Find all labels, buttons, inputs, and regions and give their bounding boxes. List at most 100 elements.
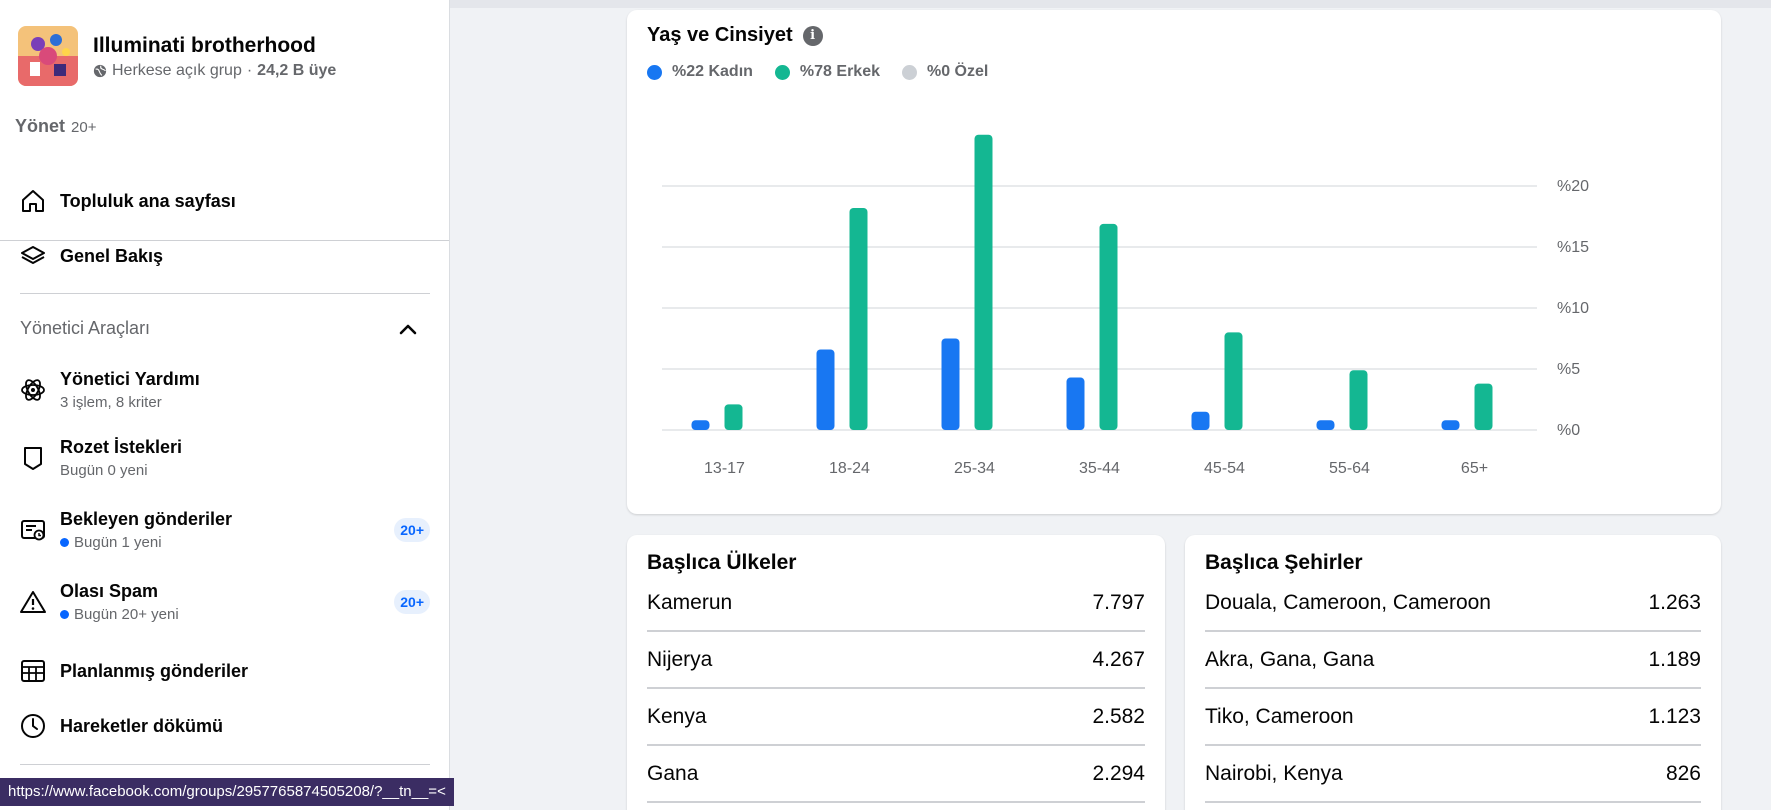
count-badge: 20+: [394, 590, 430, 614]
group-avatar[interactable]: [18, 26, 78, 86]
city-row: Tiko, Cameroon 1.123: [1205, 689, 1701, 746]
country-value: 2.582: [1092, 704, 1145, 728]
bar-male-55-64[interactable]: [1349, 370, 1368, 430]
city-value: 826: [1665, 761, 1701, 785]
bar-male-35-44[interactable]: [1099, 223, 1118, 430]
nav-sub: Bugün 20+ yeni: [60, 606, 179, 623]
bar-female-25-34[interactable]: [941, 338, 960, 431]
legend-label: %78 Erkek: [799, 63, 880, 80]
nav-item-community-home[interactable]: Topluluk ana sayfası: [0, 186, 449, 216]
y-tick-label: %0: [1557, 422, 1580, 439]
x-tick-label: 55-64: [1329, 460, 1370, 477]
bar-female-65+[interactable]: [1441, 420, 1460, 430]
nav-item-possible-spam[interactable]: Olası Spam Bugün 20+ yeni 20+: [0, 581, 449, 623]
nav-label: Olası Spam: [60, 581, 159, 601]
bar-male-25-34[interactable]: [974, 134, 993, 430]
bar-male-65+[interactable]: [1474, 383, 1493, 430]
age-gender-title: Yaş ve Cinsiyet i: [647, 24, 988, 47]
status-url-bar: https://www.facebook.com/groups/29577658…: [0, 778, 454, 806]
country-value: 4.267: [1092, 647, 1145, 671]
layers-icon: [18, 241, 48, 271]
count-badge: 20+: [394, 518, 430, 542]
y-tick-label: %5: [1557, 361, 1580, 378]
nav-item-scheduled-posts[interactable]: Planlanmış gönderiler: [0, 656, 449, 686]
country-name: Kamerun: [647, 590, 733, 614]
y-tick-label: %15: [1557, 239, 1589, 256]
warning-icon: [18, 587, 48, 617]
nav-label: Planlanmış gönderiler: [60, 660, 249, 681]
legend-item-female[interactable]: %22 Kadın: [647, 63, 753, 81]
y-tick-label: %10: [1557, 300, 1589, 317]
x-tick-label: 35-44: [1079, 460, 1120, 477]
y-tick-label: %20: [1557, 178, 1589, 195]
globe-icon: [93, 64, 107, 77]
country-row: Gana 2.294: [647, 746, 1145, 803]
nav-label: Rozet İstekleri: [60, 437, 183, 457]
city-value: 1.123: [1648, 704, 1701, 728]
legend-dot: [647, 64, 662, 80]
nav-item-admin-assist[interactable]: Yönetici Yardımı 3 işlem, 8 kriter: [0, 369, 449, 411]
nav-label: Genel Bakış: [60, 245, 164, 266]
city-name: Douala, Cameroon, Cameroon: [1205, 590, 1491, 614]
legend-dot: [901, 64, 917, 80]
bar-female-13-17[interactable]: [691, 420, 710, 430]
top-cities-card: Başlıca Şehirler Douala, Cameroon, Camer…: [1185, 535, 1721, 810]
legend-label: %22 Kadın: [672, 63, 753, 80]
card-title-text: Yaş ve Cinsiyet: [647, 24, 793, 46]
city-row: Nairobi, Kenya 826: [1205, 746, 1701, 803]
nav-sub-text: Bugün 20+ yeni: [74, 606, 179, 623]
bar-male-45-54[interactable]: [1224, 332, 1243, 430]
chevron-up-icon[interactable]: [396, 318, 420, 342]
sidebar-divider: [20, 764, 430, 765]
city-value: 1.189: [1648, 647, 1701, 671]
top-cities-title: Başlıca Şehirler: [1205, 551, 1363, 574]
group-members: 24,2 B üye: [257, 61, 337, 79]
city-name: Akra, Gana, Gana: [1205, 647, 1375, 671]
legend-item-male[interactable]: %78 Erkek: [774, 63, 880, 81]
country-row: Kamerun 7.797: [647, 575, 1145, 632]
city-value: 1.263: [1648, 590, 1701, 614]
calendar-grid-icon: [18, 656, 48, 686]
pending-posts-icon: [18, 515, 48, 545]
manage-count: 20+: [71, 119, 97, 136]
manage-label: Yönet: [15, 116, 66, 136]
info-icon[interactable]: i: [802, 25, 823, 46]
x-tick-label: 25-34: [954, 460, 995, 477]
nav-item-badge-requests[interactable]: Rozet İstekleri Bugün 0 yeni: [0, 437, 449, 479]
top-countries-title: Başlıca Ülkeler: [647, 551, 797, 574]
city-row: Douala, Cameroon, Cameroon 1.263: [1205, 575, 1701, 632]
nav-label: Bekleyen gönderiler: [60, 509, 233, 529]
bar-male-18-24[interactable]: [849, 207, 868, 430]
nav-label: Hareketler dökümü: [60, 715, 224, 736]
nav-sub-text: 3 işlem, 8 kriter: [60, 394, 162, 411]
legend-item-private[interactable]: %0 Özel: [901, 63, 989, 81]
x-tick-label: 13-17: [704, 460, 745, 477]
home-icon: [18, 186, 48, 216]
city-name: Tiko, Cameroon: [1205, 704, 1354, 728]
legend-label: %0 Özel: [926, 63, 989, 80]
x-tick-label: 65+: [1461, 460, 1488, 477]
group-name[interactable]: Illuminati brotherhood: [93, 33, 316, 57]
group-header[interactable]: Illuminati brotherhood Herkese açık grup…: [0, 0, 449, 86]
x-tick-label: 45-54: [1204, 460, 1245, 477]
badge-shield-icon: [18, 443, 48, 473]
bar-female-35-44[interactable]: [1066, 377, 1085, 430]
nav-item-activity-log[interactable]: Hareketler dökümü: [0, 711, 449, 741]
nav-label: Topluluk ana sayfası: [60, 190, 236, 211]
group-privacy: Herkese açık grup: [112, 61, 242, 79]
admin-sidebar: Illuminati brotherhood Herkese açık grup…: [0, 0, 450, 810]
group-meta: Herkese açık grup · 24,2 B üye: [93, 62, 336, 80]
nav-item-pending-posts[interactable]: Bekleyen gönderiler Bugün 1 yeni 20+: [0, 509, 449, 551]
city-name: Nairobi, Kenya: [1205, 761, 1343, 785]
bar-male-13-17[interactable]: [724, 404, 743, 430]
country-name: Gana: [647, 761, 699, 785]
bar-female-45-54[interactable]: [1191, 411, 1210, 430]
city-row: Akra, Gana, Gana 1.189: [1205, 632, 1701, 689]
bar-female-55-64[interactable]: [1316, 420, 1335, 430]
age-gender-chart: %0 %5 %10 %15 %20 13-17 18-24 25-34 35-44 45-54 55…: [662, 134, 1589, 477]
legend-dot: [774, 64, 790, 80]
bar-female-18-24[interactable]: [816, 349, 835, 430]
nav-item-overview[interactable]: Genel Bakış: [0, 241, 449, 271]
nav-sub: Bugün 0 yeni: [60, 462, 182, 479]
country-value: 2.294: [1092, 761, 1145, 785]
